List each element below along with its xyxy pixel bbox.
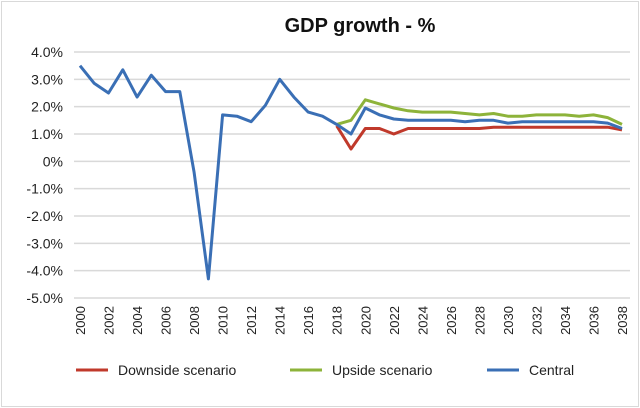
legend-label: Central [529,362,574,378]
x-tick-label: 2022 [387,306,402,335]
x-tick-label: 2028 [472,306,487,335]
x-tick-label: 2020 [358,306,373,335]
y-tick-label: -3.0% [26,235,63,251]
series-line-central [78,64,623,281]
x-tick-label: 2026 [444,306,459,335]
legend-label: Downside scenario [118,362,236,378]
x-tick-label: 2004 [130,306,145,335]
gridlines [74,51,630,299]
y-tick-label: -2.0% [26,208,63,224]
x-tick-label: 2012 [244,306,259,335]
x-tick-label: 2032 [529,306,544,335]
x-tick-label: 2014 [273,306,288,335]
y-tick-label: 1.0% [31,126,63,142]
x-tick-label: 2008 [187,306,202,335]
y-tick-label: 0% [43,153,63,169]
x-axis-ticks: 2000 2002 2004 2006 2008 2010 2012 2014 2016 2018… [73,306,630,335]
y-tick-label: 4.0% [31,44,63,60]
y-axis-ticks: 4.0% 3.0% 2.0% 1.0% 0% -1.0% -2.0% -3.0% -4.0% -5… [26,44,63,306]
chart-title: GDP growth - % [285,15,436,37]
x-tick-label: 2024 [415,306,430,335]
legend: Downside scenario Upside scenario Central [76,362,574,378]
x-tick-label: 2036 [586,306,601,335]
x-tick-label: 2006 [159,306,174,335]
series-line-downside-scenario [335,125,623,151]
x-tick-label: 2034 [558,306,573,335]
x-tick-label: 2000 [73,306,88,335]
series-line-upside-scenario [336,98,623,126]
series-lines [78,64,623,281]
x-tick-label: 2010 [216,306,231,335]
x-tick-label: 2038 [615,306,630,335]
y-tick-label: -4.0% [26,263,63,279]
y-tick-label: -1.0% [26,181,63,197]
x-tick-label: 2030 [501,306,516,335]
y-tick-label: -5.0% [26,290,63,306]
y-tick-label: 3.0% [31,71,63,87]
x-tick-label: 2016 [301,306,316,335]
x-tick-label: 2018 [330,306,345,335]
y-tick-label: 2.0% [31,99,63,115]
legend-label: Upside scenario [332,362,433,378]
x-tick-label: 2002 [102,306,117,335]
